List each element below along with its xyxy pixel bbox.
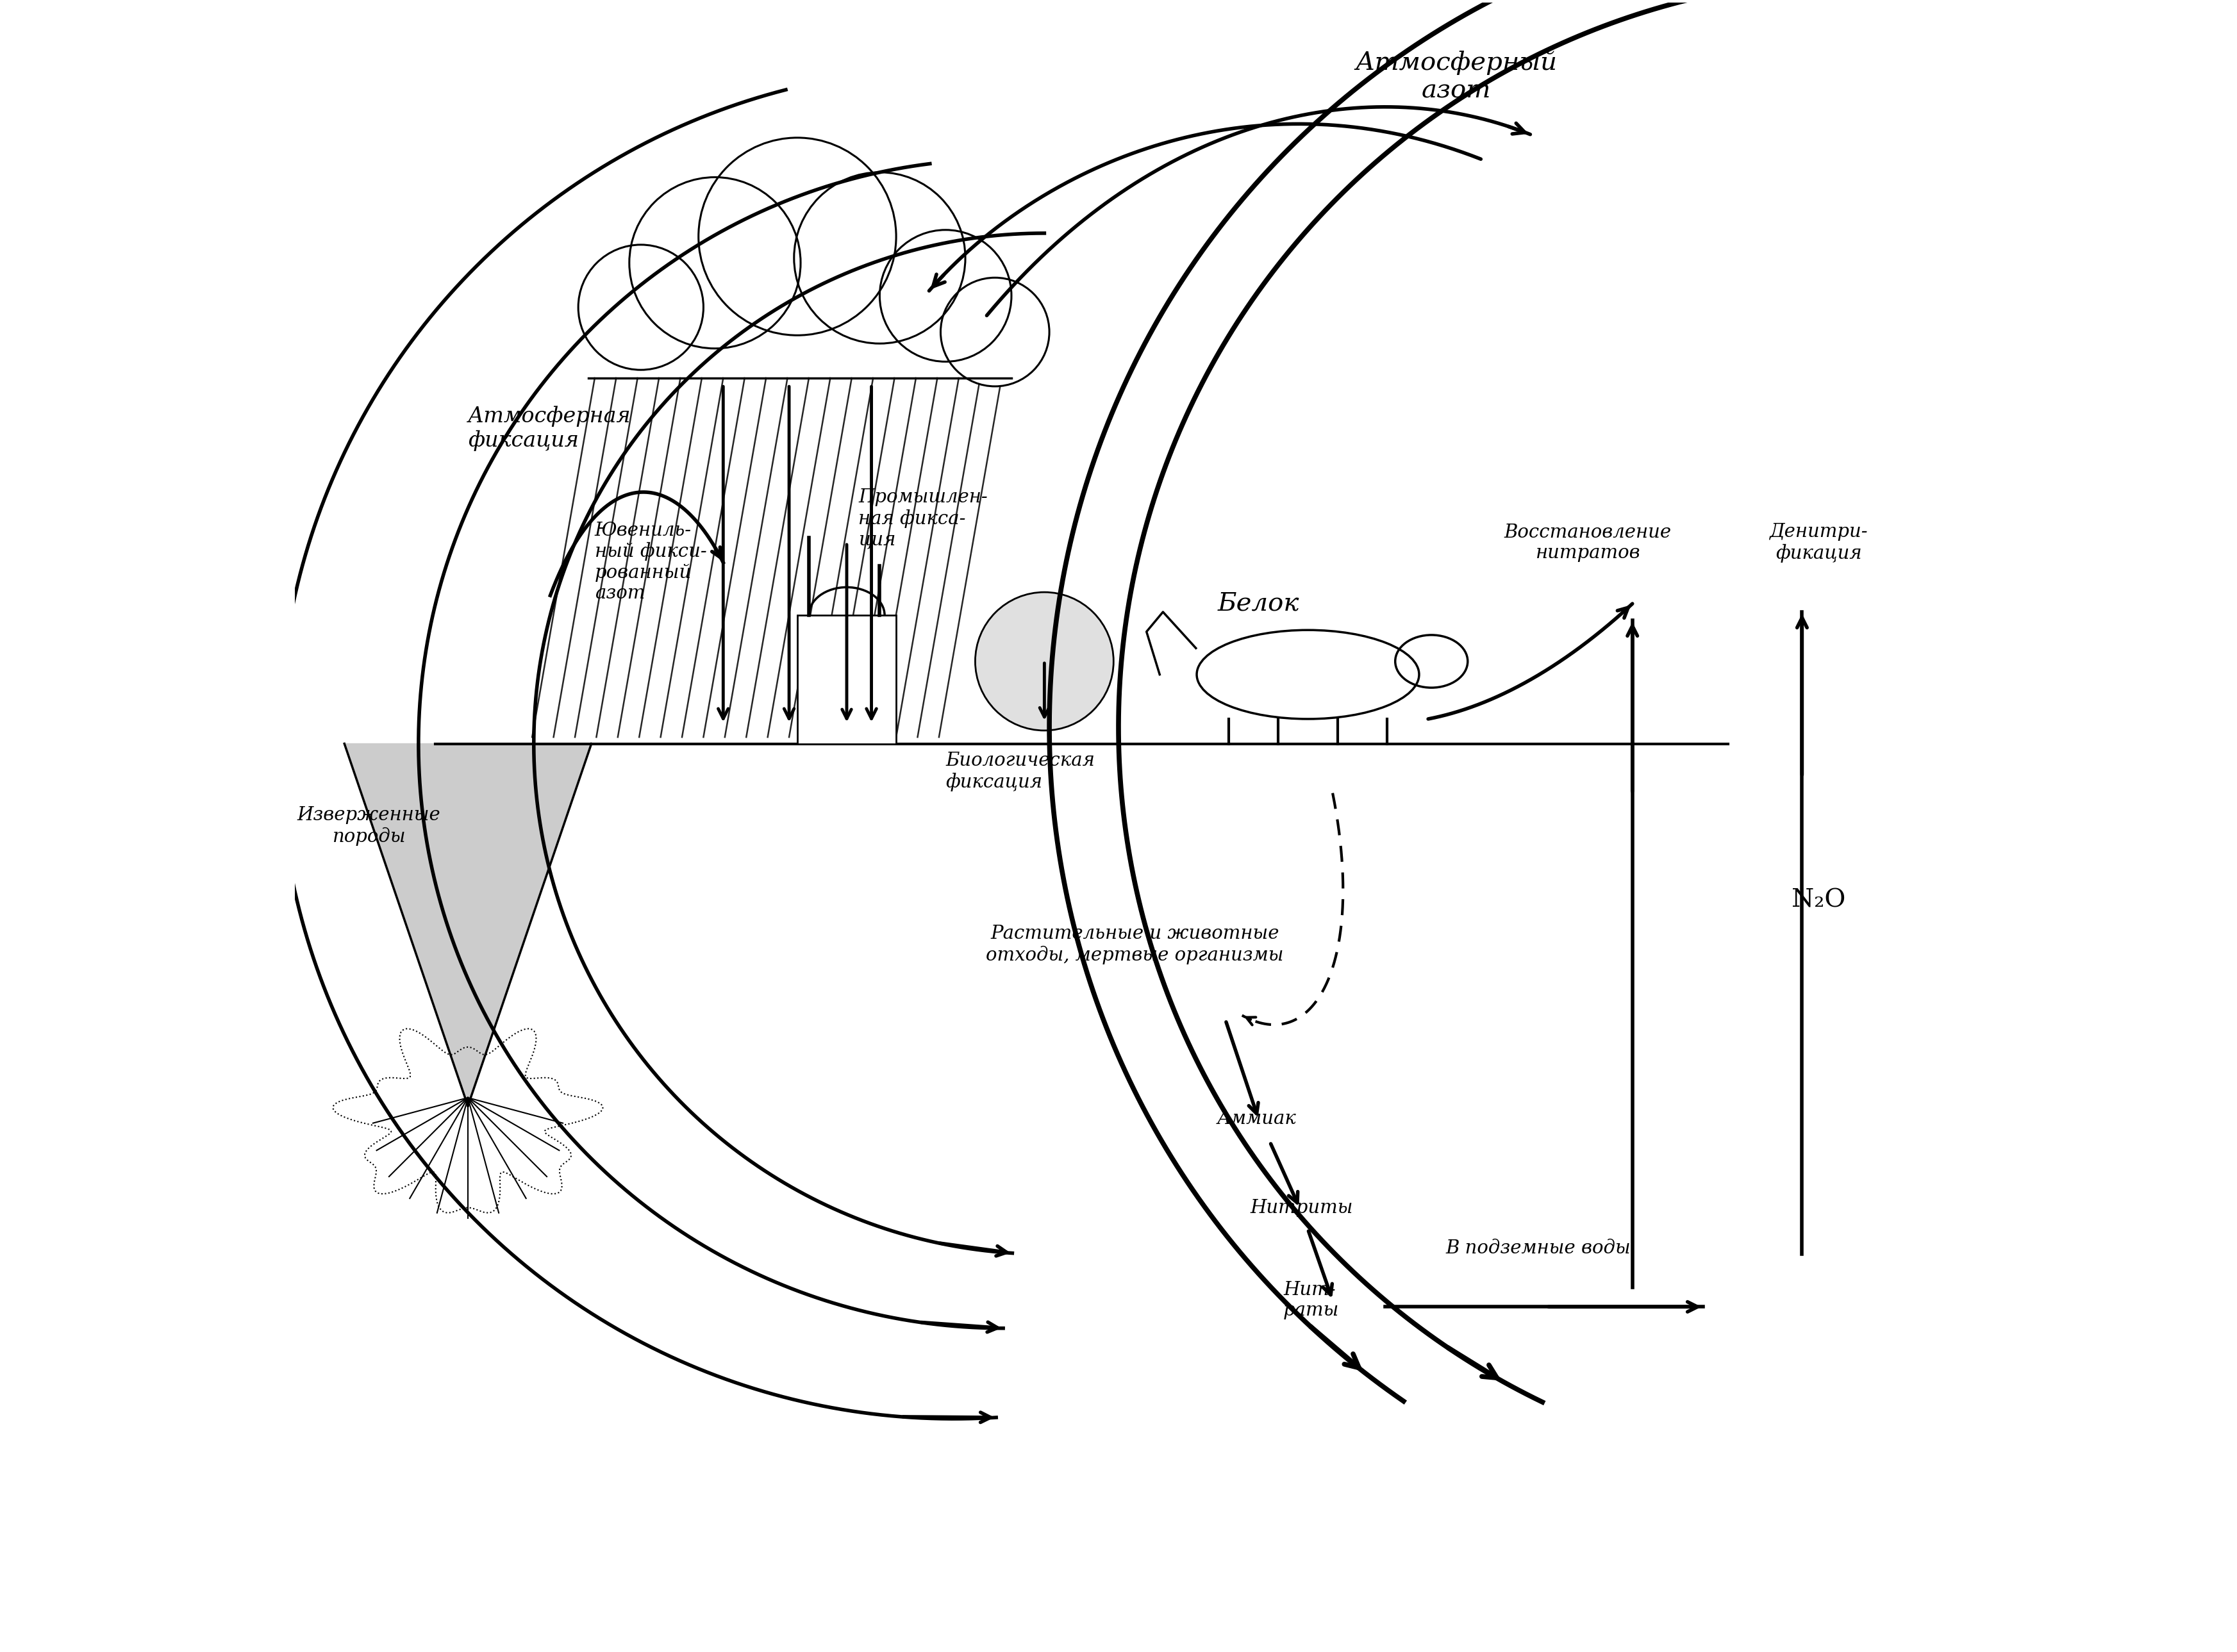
Circle shape bbox=[794, 172, 966, 344]
Circle shape bbox=[879, 230, 1011, 362]
Text: Нит-
раты: Нит- раты bbox=[1284, 1280, 1340, 1320]
Text: Изверженные
породы: Изверженные породы bbox=[298, 806, 441, 846]
Ellipse shape bbox=[1197, 629, 1418, 719]
Text: N₂O: N₂O bbox=[1792, 889, 1846, 912]
Text: Денитри-
фикация: Денитри- фикация bbox=[1769, 524, 1868, 563]
Polygon shape bbox=[344, 743, 591, 1105]
Text: Ювениль-
ный фикси-
рованный
азот: Ювениль- ный фикси- рованный азот bbox=[595, 522, 707, 603]
Bar bbox=[796, 615, 897, 743]
Text: Растительные и животные
отходы, мертвые организмы: Растительные и животные отходы, мертвые … bbox=[987, 925, 1284, 965]
Text: Нитриты: Нитриты bbox=[1250, 1199, 1353, 1218]
Text: Белок: Белок bbox=[1217, 591, 1300, 616]
Text: В подземные воды: В подземные воды bbox=[1445, 1239, 1631, 1257]
Circle shape bbox=[975, 591, 1114, 730]
Circle shape bbox=[577, 244, 702, 370]
Text: Биологическая
фиксация: Биологическая фиксация bbox=[946, 752, 1094, 791]
Ellipse shape bbox=[1396, 634, 1467, 687]
Text: Атмосферная
фиксация: Атмосферная фиксация bbox=[468, 406, 631, 451]
Text: Восстановление
нитратов: Восстановление нитратов bbox=[1503, 524, 1671, 562]
Circle shape bbox=[940, 278, 1049, 387]
Text: Атмосферный
азот: Атмосферный азот bbox=[1356, 51, 1557, 102]
Text: Промышлен-
ная фикса-
ция: Промышлен- ная фикса- ция bbox=[859, 489, 987, 548]
Circle shape bbox=[629, 177, 801, 349]
Text: Аммиак: Аммиак bbox=[1217, 1110, 1297, 1128]
Bar bbox=[796, 615, 897, 743]
Circle shape bbox=[698, 137, 897, 335]
